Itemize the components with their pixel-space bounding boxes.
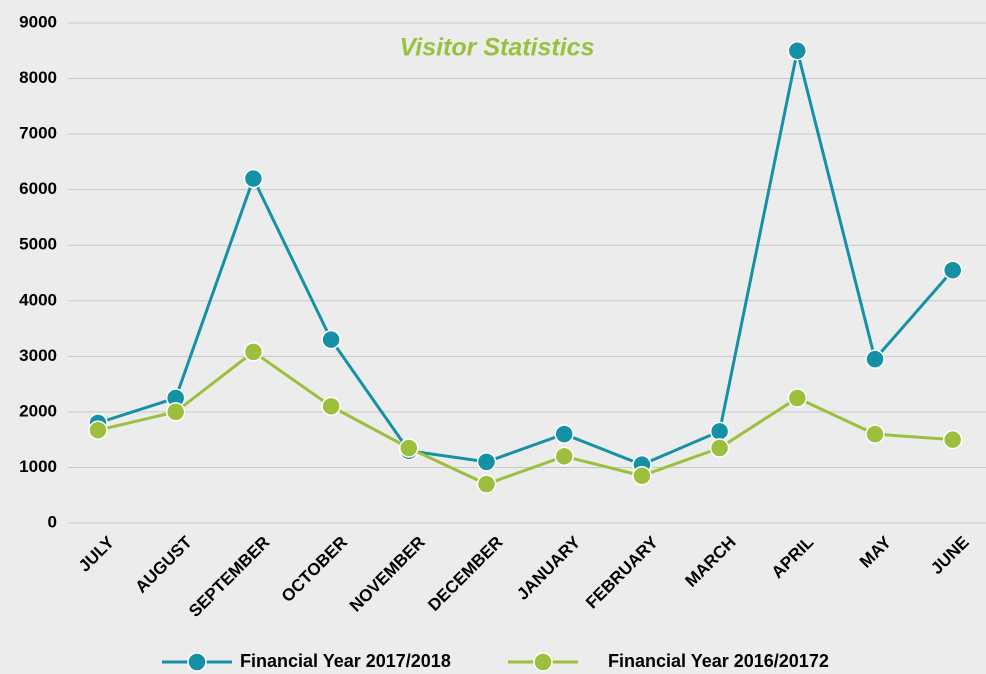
- series-line: [97, 350, 953, 486]
- data-point: [476, 474, 497, 494]
- data-point: [865, 349, 885, 369]
- y-tick-label: 7000: [19, 124, 57, 143]
- data-point: [321, 396, 341, 417]
- y-tick-label: 4000: [19, 290, 57, 309]
- data-point: [399, 438, 419, 458]
- y-tick-label: 1000: [19, 457, 57, 476]
- data-point: [243, 168, 264, 189]
- data-point: [865, 424, 885, 444]
- data-point: [942, 260, 963, 280]
- y-tick-label: 2000: [19, 401, 57, 420]
- y-tick-label: 3000: [19, 346, 57, 365]
- data-point: [632, 466, 652, 486]
- legend-label: Financial Year 2016/20172: [608, 651, 829, 671]
- y-tick-label: 6000: [19, 179, 57, 198]
- data-point: [321, 329, 341, 350]
- data-point: [709, 421, 730, 442]
- data-point: [787, 41, 808, 61]
- data-point: [88, 420, 108, 440]
- legend-marker: [187, 652, 207, 672]
- y-tick-label: 0: [48, 512, 57, 531]
- data-point: [942, 429, 963, 450]
- data-point: [787, 388, 808, 408]
- y-tick-label: 8000: [19, 68, 57, 87]
- data-point: [554, 446, 574, 467]
- series-line: [97, 50, 954, 467]
- legend-marker: [533, 652, 553, 672]
- y-tick-label: 9000: [19, 12, 57, 31]
- data-point: [165, 402, 186, 422]
- data-point: [476, 452, 497, 472]
- data-point: [554, 424, 574, 444]
- data-point: [709, 438, 730, 458]
- y-tick-label: 5000: [19, 235, 57, 254]
- legend-label: Financial Year 2017/2018: [240, 651, 451, 671]
- data-point: [243, 342, 264, 362]
- chart-title: Visitor Statistics: [400, 34, 595, 62]
